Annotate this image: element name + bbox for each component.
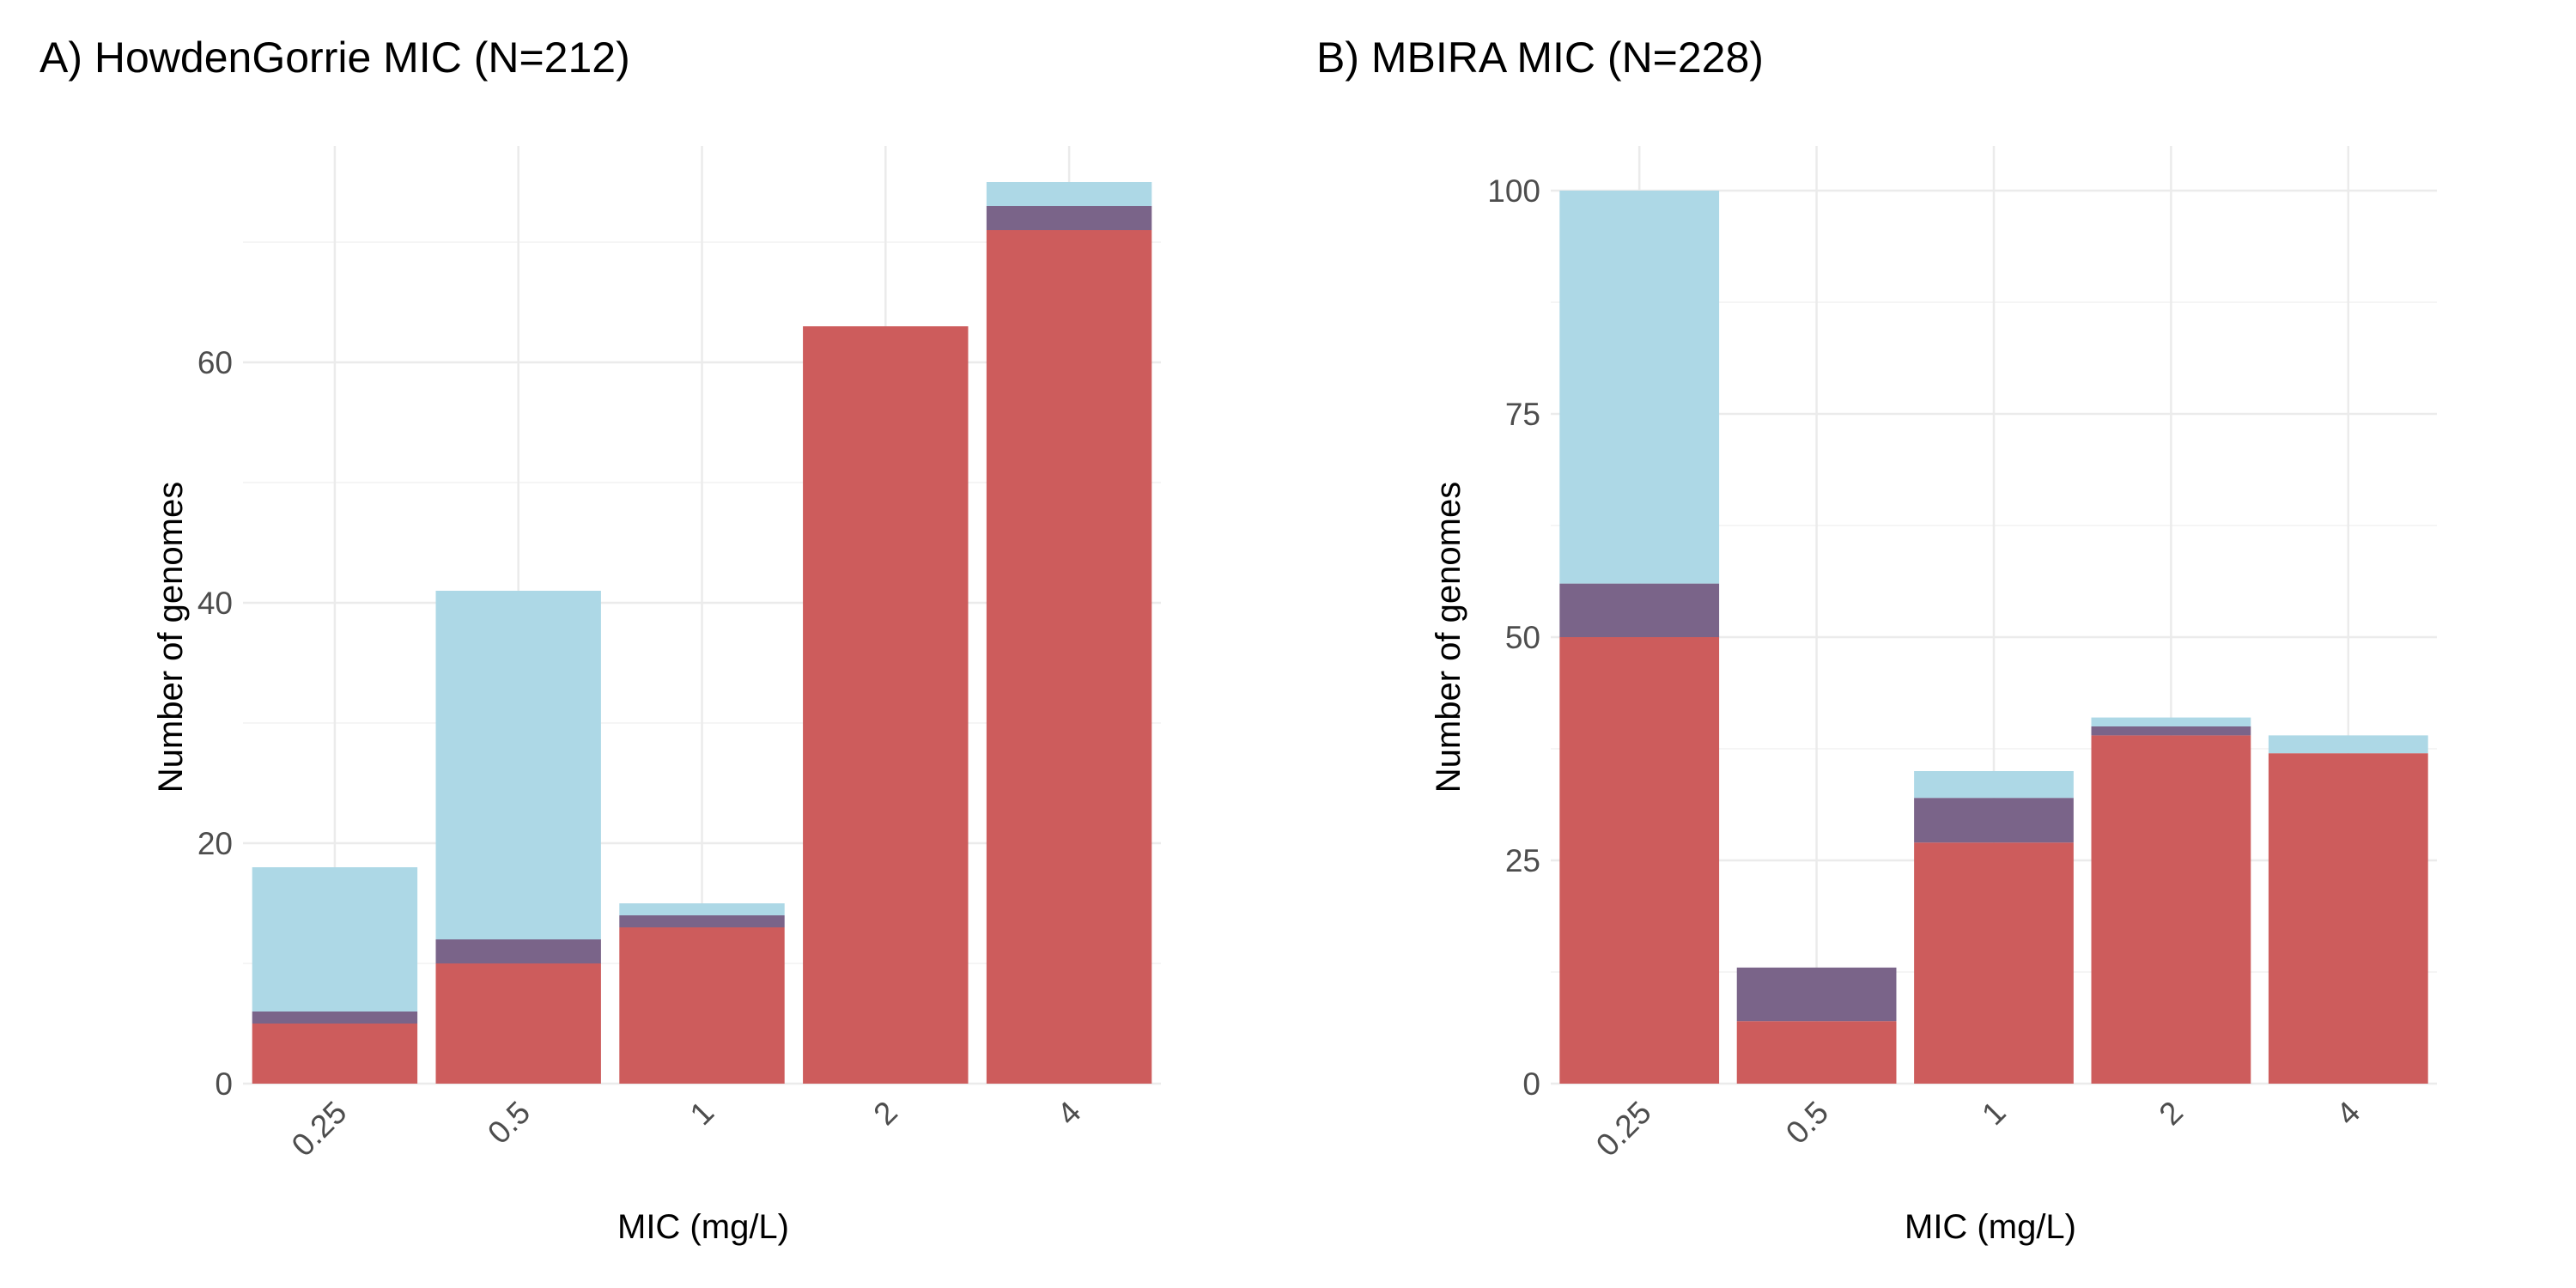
panel-b-bar-4-segment-3 <box>2268 735 2428 754</box>
panel-b-bar-1-segment-3 <box>1914 771 2074 799</box>
panel-a-bar-1-segment-2 <box>619 915 785 927</box>
panel-b-bar-0.25-segment-2 <box>1559 583 1720 637</box>
panel-a-x-tick-label: 0.25 <box>285 1095 354 1163</box>
panel-b-bar-2-segment-1 <box>2091 735 2251 1084</box>
panel-b-x-axis-title: MIC (mg/L) <box>1905 1208 2076 1246</box>
panel-b-y-tick-label: 50 <box>1505 620 1540 655</box>
panel-b-x-tick-label: 0.5 <box>1779 1095 1835 1151</box>
panel-a-bar-0.5-segment-1 <box>435 963 601 1084</box>
panel-a-bar-1-segment-1 <box>619 927 785 1084</box>
panel-b: B) MBIRA MIC (N=228) Number of genomes M… <box>1316 33 2437 1246</box>
panel-b-bar-1-segment-1 <box>1914 842 2074 1084</box>
panel-a-y-tick-label: 40 <box>197 586 233 621</box>
panel-a-y-tick-label: 20 <box>197 826 233 861</box>
panel-a-bar-0.25-segment-1 <box>252 1024 418 1084</box>
panel-a-x-tick-label: 2 <box>866 1095 904 1133</box>
panel-a-y-tick-label: 60 <box>197 345 233 380</box>
panel-a-bar-0.25-segment-3 <box>252 867 418 1012</box>
panel-b-bar-0.5-segment-2 <box>1736 967 1897 1022</box>
panel-b-bar-1-segment-2 <box>1914 798 2074 843</box>
panel-a-x-tick-label: 0.5 <box>481 1095 537 1151</box>
panel-b-y-axis-title: Number of genomes <box>1430 482 1467 793</box>
panel-b-title: B) MBIRA MIC (N=228) <box>1316 33 1764 82</box>
panel-a-title: A) HowdenGorrie MIC (N=212) <box>39 33 630 82</box>
panel-b-bar-2-segment-3 <box>2091 717 2251 726</box>
panel-a-x-tick-label: 1 <box>683 1095 721 1133</box>
panel-a-bar-2-segment-1 <box>803 326 969 1084</box>
panel-a-x-tick-label: 4 <box>1050 1095 1088 1133</box>
panel-a-bar-1-segment-3 <box>619 903 785 915</box>
panel-b-y-tick-label: 0 <box>1522 1066 1540 1102</box>
panel-b-x-tick-label: 0.25 <box>1589 1095 1658 1163</box>
panel-b-x-tick-label: 1 <box>1975 1095 2013 1133</box>
panel-b-x-tick-label: 2 <box>2153 1095 2190 1133</box>
panel-a-y-axis-title: Number of genomes <box>152 482 190 793</box>
panel-b-x-tick-label: 4 <box>2330 1095 2367 1133</box>
panel-a-bar-0.5-segment-2 <box>435 939 601 963</box>
panel-a-bar-4-segment-2 <box>986 206 1152 230</box>
panel-a-bar-0.5-segment-3 <box>435 591 601 939</box>
panel-b-y-tick-label: 75 <box>1505 397 1540 432</box>
panel-a-bar-4-segment-1 <box>986 230 1152 1084</box>
panel-b-y-tick-label: 25 <box>1505 843 1540 878</box>
panel-a-plot: 0 20 40 60 0.25 0.5 1 2 4 <box>197 146 1161 1163</box>
panel-b-bar-2-segment-2 <box>2091 726 2251 736</box>
panel-b-y-tick-label: 100 <box>1487 173 1540 209</box>
panel-a-bar-4-segment-3 <box>986 182 1152 206</box>
panel-a-bar-0.25-segment-2 <box>252 1012 418 1024</box>
panel-a: A) HowdenGorrie MIC (N=212) Number of ge… <box>39 33 1161 1246</box>
panel-b-bar-0.25-segment-1 <box>1559 637 1720 1084</box>
panel-a-y-tick-label: 0 <box>215 1066 233 1102</box>
panel-a-x-axis-title: MIC (mg/L) <box>617 1208 789 1246</box>
panel-b-bar-4-segment-1 <box>2268 753 2428 1084</box>
panel-b-bar-0.5-segment-1 <box>1736 1021 1897 1084</box>
panel-b-plot: 0 25 50 75 100 0.25 0.5 1 2 4 <box>1487 146 2437 1163</box>
panel-b-bar-0.25-segment-3 <box>1559 191 1720 584</box>
